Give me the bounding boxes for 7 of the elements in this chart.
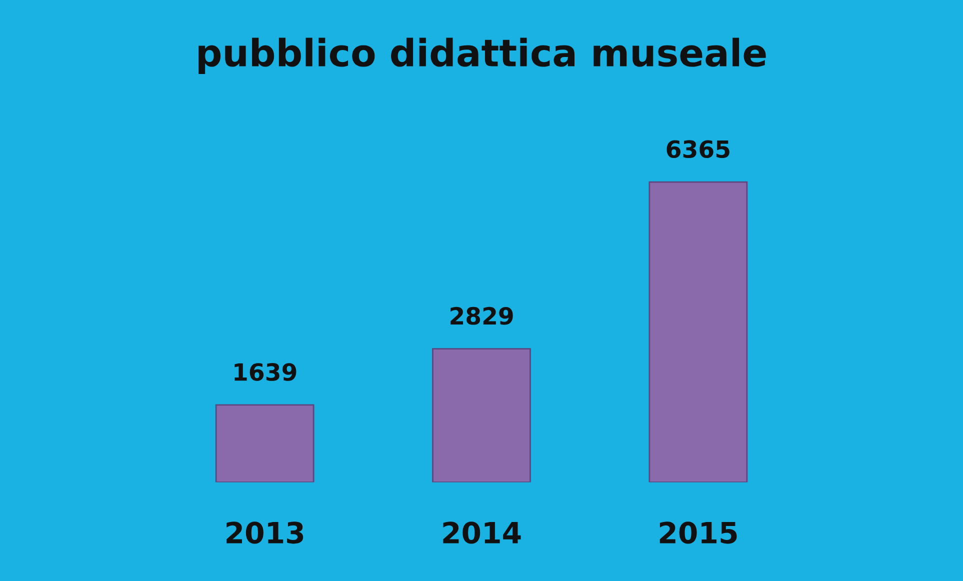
- x-tick-label: 2014: [443, 522, 521, 544]
- x-tick-label: 2013: [226, 522, 304, 544]
- data-label: 6365: [666, 140, 730, 158]
- x-tick-label: 2015: [660, 522, 737, 544]
- data-label: 2829: [450, 306, 513, 325]
- data-label: 1639: [234, 363, 296, 381]
- chart-title: pubblico didattica museale: [198, 38, 766, 74]
